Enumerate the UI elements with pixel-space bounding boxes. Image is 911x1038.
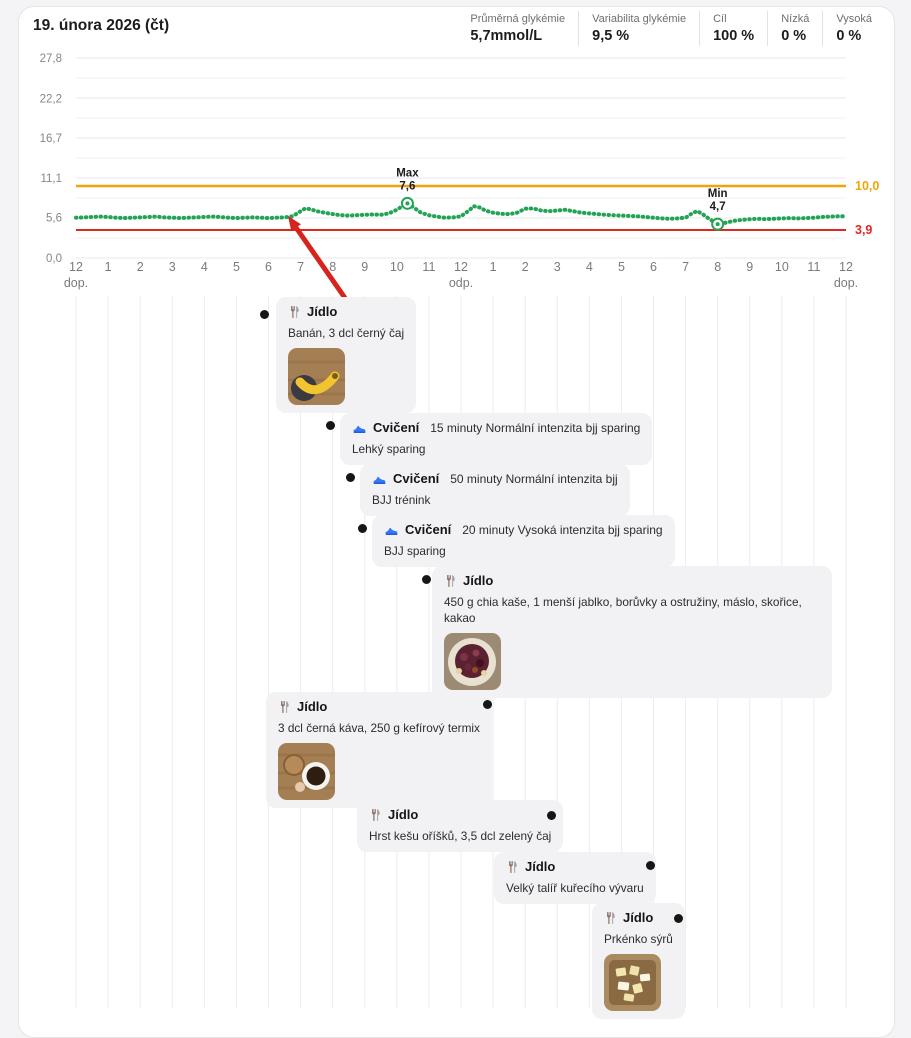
- banana-photo[interactable]: [288, 348, 345, 405]
- event-card-header: Cvičení 15 minuty Normální intenzita bjj…: [352, 421, 640, 435]
- event-title: Jídlo: [388, 807, 419, 822]
- sneaker-icon: [352, 421, 367, 435]
- event-card-exercise-2[interactable]: Cvičení 50 minuty Normální intenzita bjj…: [360, 464, 630, 516]
- stat-variability: Variabilita glykémie 9,5 %: [578, 11, 699, 46]
- stat-value: 5,7mmol/L: [470, 28, 543, 44]
- event-card-header: Jídlo: [369, 808, 551, 822]
- event-description: BJJ trénink: [372, 493, 431, 507]
- event-card-meal-soup[interactable]: Jídlo Velký talíř kuřecího vývaru: [494, 852, 656, 904]
- stat-value: 9,5 %: [592, 28, 630, 44]
- event-title: Jídlo: [463, 573, 494, 588]
- event-marker-dot[interactable]: [346, 473, 355, 482]
- event-title: Jídlo: [307, 304, 338, 319]
- event-card-meal-snack[interactable]: Jídlo Hrst kešu oříšků, 3,5 dcl zelený č…: [357, 800, 564, 852]
- stat-value: 100 %: [713, 28, 755, 44]
- event-marker-dot[interactable]: [422, 575, 431, 584]
- stat-label: Variabilita glykémie: [592, 13, 687, 25]
- fork-knife-icon: [506, 860, 519, 874]
- stat-average-glucose: Průměrná glykémie 5,7mmol/L: [457, 11, 578, 46]
- event-title: Cvičení: [393, 471, 440, 486]
- event-marker-dot[interactable]: [358, 524, 367, 533]
- fork-knife-icon: [444, 574, 457, 588]
- stat-label: Nízká: [781, 13, 810, 25]
- date-title: 19. února 2026 (čt): [33, 17, 170, 34]
- stat-label: Cíl: [713, 13, 727, 25]
- event-title: Jídlo: [525, 859, 556, 874]
- event-card-meal-coffee[interactable]: Jídlo 3 dcl černá káva, 250 g kefírový t…: [266, 692, 492, 808]
- porridge-photo[interactable]: [444, 633, 501, 690]
- event-marker-dot[interactable]: [483, 700, 492, 709]
- fork-knife-icon: [604, 911, 617, 925]
- event-card-meal-breakfast[interactable]: Jídlo Banán, 3 dcl černý čaj: [276, 297, 417, 413]
- event-description: 3 dcl černá káva, 250 g kefírový termix: [278, 721, 480, 735]
- stat-value: 0 %: [781, 28, 807, 44]
- sneaker-icon: [372, 472, 387, 486]
- fork-knife-icon: [288, 305, 301, 319]
- event-marker-dot[interactable]: [547, 811, 556, 820]
- event-detail: 15 minuty Normální intenzita bjj sparing: [430, 421, 641, 435]
- event-marker-dot[interactable]: [260, 310, 269, 319]
- cheese-photo[interactable]: [604, 954, 661, 1011]
- event-detail: 20 minuty Vysoká intenzita bjj sparing: [462, 523, 663, 537]
- event-card-exercise-1[interactable]: Cvičení 15 minuty Normální intenzita bjj…: [340, 413, 653, 465]
- coffee-photo[interactable]: [278, 743, 335, 800]
- event-title: Cvičení: [405, 522, 452, 537]
- stat-in-target: Cíl 100 %: [699, 11, 767, 46]
- event-card-exercise-3[interactable]: Cvičení 20 minuty Vysoká intenzita bjj s…: [372, 515, 675, 567]
- sneaker-icon: [384, 523, 399, 537]
- stat-label: Průměrná glykémie: [470, 13, 566, 25]
- event-marker-dot[interactable]: [646, 861, 655, 870]
- event-description: BJJ sparing: [384, 544, 446, 558]
- event-title: Jídlo: [623, 910, 654, 925]
- event-card-header: Jídlo: [604, 911, 673, 925]
- stat-label: Vysoká: [836, 13, 872, 25]
- event-description: Velký talíř kuřecího vývaru: [506, 881, 644, 895]
- event-title: Cvičení: [373, 420, 420, 435]
- event-card-meal-cheese[interactable]: Jídlo Prkénko sýrů: [592, 903, 685, 1019]
- event-marker-dot[interactable]: [326, 421, 335, 430]
- event-description: Banán, 3 dcl černý čaj: [288, 326, 405, 340]
- event-card-header: Cvičení 50 minuty Normální intenzita bjj: [372, 472, 618, 486]
- stat-high: Vysoká 0 %: [822, 11, 885, 46]
- event-card-header: Jídlo: [506, 860, 644, 874]
- event-detail: 50 minuty Normální intenzita bjj: [450, 472, 618, 486]
- event-card-header: Jídlo: [444, 574, 820, 588]
- event-card-meal-lunch[interactable]: Jídlo 450 g chia kaše, 1 menší jablko, b…: [432, 566, 832, 698]
- stat-low: Nízká 0 %: [767, 11, 822, 46]
- event-description: Hrst kešu oříšků, 3,5 dcl zelený čaj: [369, 829, 552, 843]
- fork-knife-icon: [369, 808, 382, 822]
- event-card-header: Cvičení 20 minuty Vysoká intenzita bjj s…: [384, 523, 663, 537]
- fork-knife-icon: [278, 700, 291, 714]
- summary-stats: Průměrná glykémie 5,7mmol/L Variabilita …: [457, 11, 885, 46]
- event-title: Jídlo: [297, 699, 328, 714]
- event-description: Lehký sparing: [352, 442, 426, 456]
- event-card-header: Jídlo: [278, 700, 480, 714]
- stat-value: 0 %: [836, 28, 862, 44]
- event-marker-dot[interactable]: [674, 914, 683, 923]
- event-description: Prkénko sýrů: [604, 932, 673, 946]
- event-card-header: Jídlo: [288, 305, 404, 319]
- event-description: 450 g chia kaše, 1 menší jablko, borůvky…: [444, 595, 802, 625]
